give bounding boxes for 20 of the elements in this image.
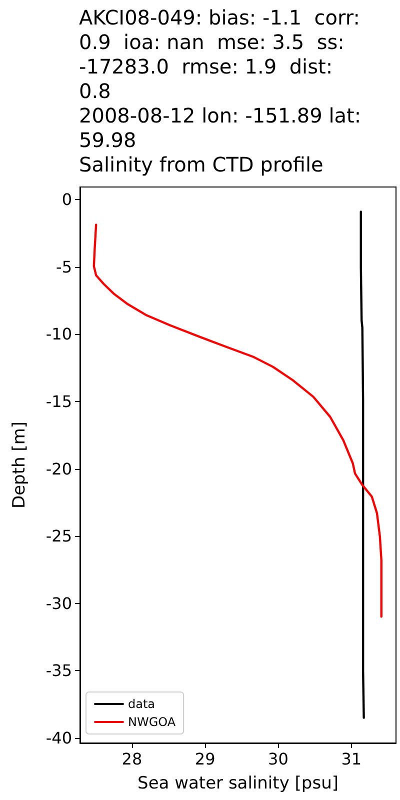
- legend-label: NWGOA: [128, 715, 176, 729]
- y-tick-label: -10: [46, 324, 72, 344]
- x-axis-title: Sea water salinity [psu]: [138, 774, 338, 794]
- legend-label: data: [128, 697, 156, 711]
- line-series: [92, 224, 382, 618]
- chart-title: AKCI08-049: bias: -1.1 corr: 0.9 ioa: nan mse: 3.5 ss: -17283.0 rmse: 1.9 dist: 0.8 2008-08-12 lon: -151.89 lat: 59.98 Salinity from CTD profile: [79, 5, 362, 176]
- x-tick-label: 28: [122, 750, 142, 768]
- y-tick-label: -5: [56, 257, 72, 276]
- y-tick-label: -30: [46, 594, 72, 613]
- y-tick-label: -35: [46, 661, 72, 680]
- y-tick-label: 0: [62, 190, 72, 210]
- y-tick-label: -20: [46, 459, 72, 478]
- x-tick-label: 31: [341, 750, 362, 768]
- y-axis-title: Depth [m]: [10, 421, 30, 509]
- y-tick-label: -25: [46, 526, 72, 546]
- line-series: [360, 210, 365, 719]
- y-tick-label: -15: [46, 392, 72, 412]
- x-tick-label: 30: [268, 750, 288, 768]
- y-tick-label: -40: [46, 728, 72, 748]
- x-tick-label: 29: [194, 750, 216, 768]
